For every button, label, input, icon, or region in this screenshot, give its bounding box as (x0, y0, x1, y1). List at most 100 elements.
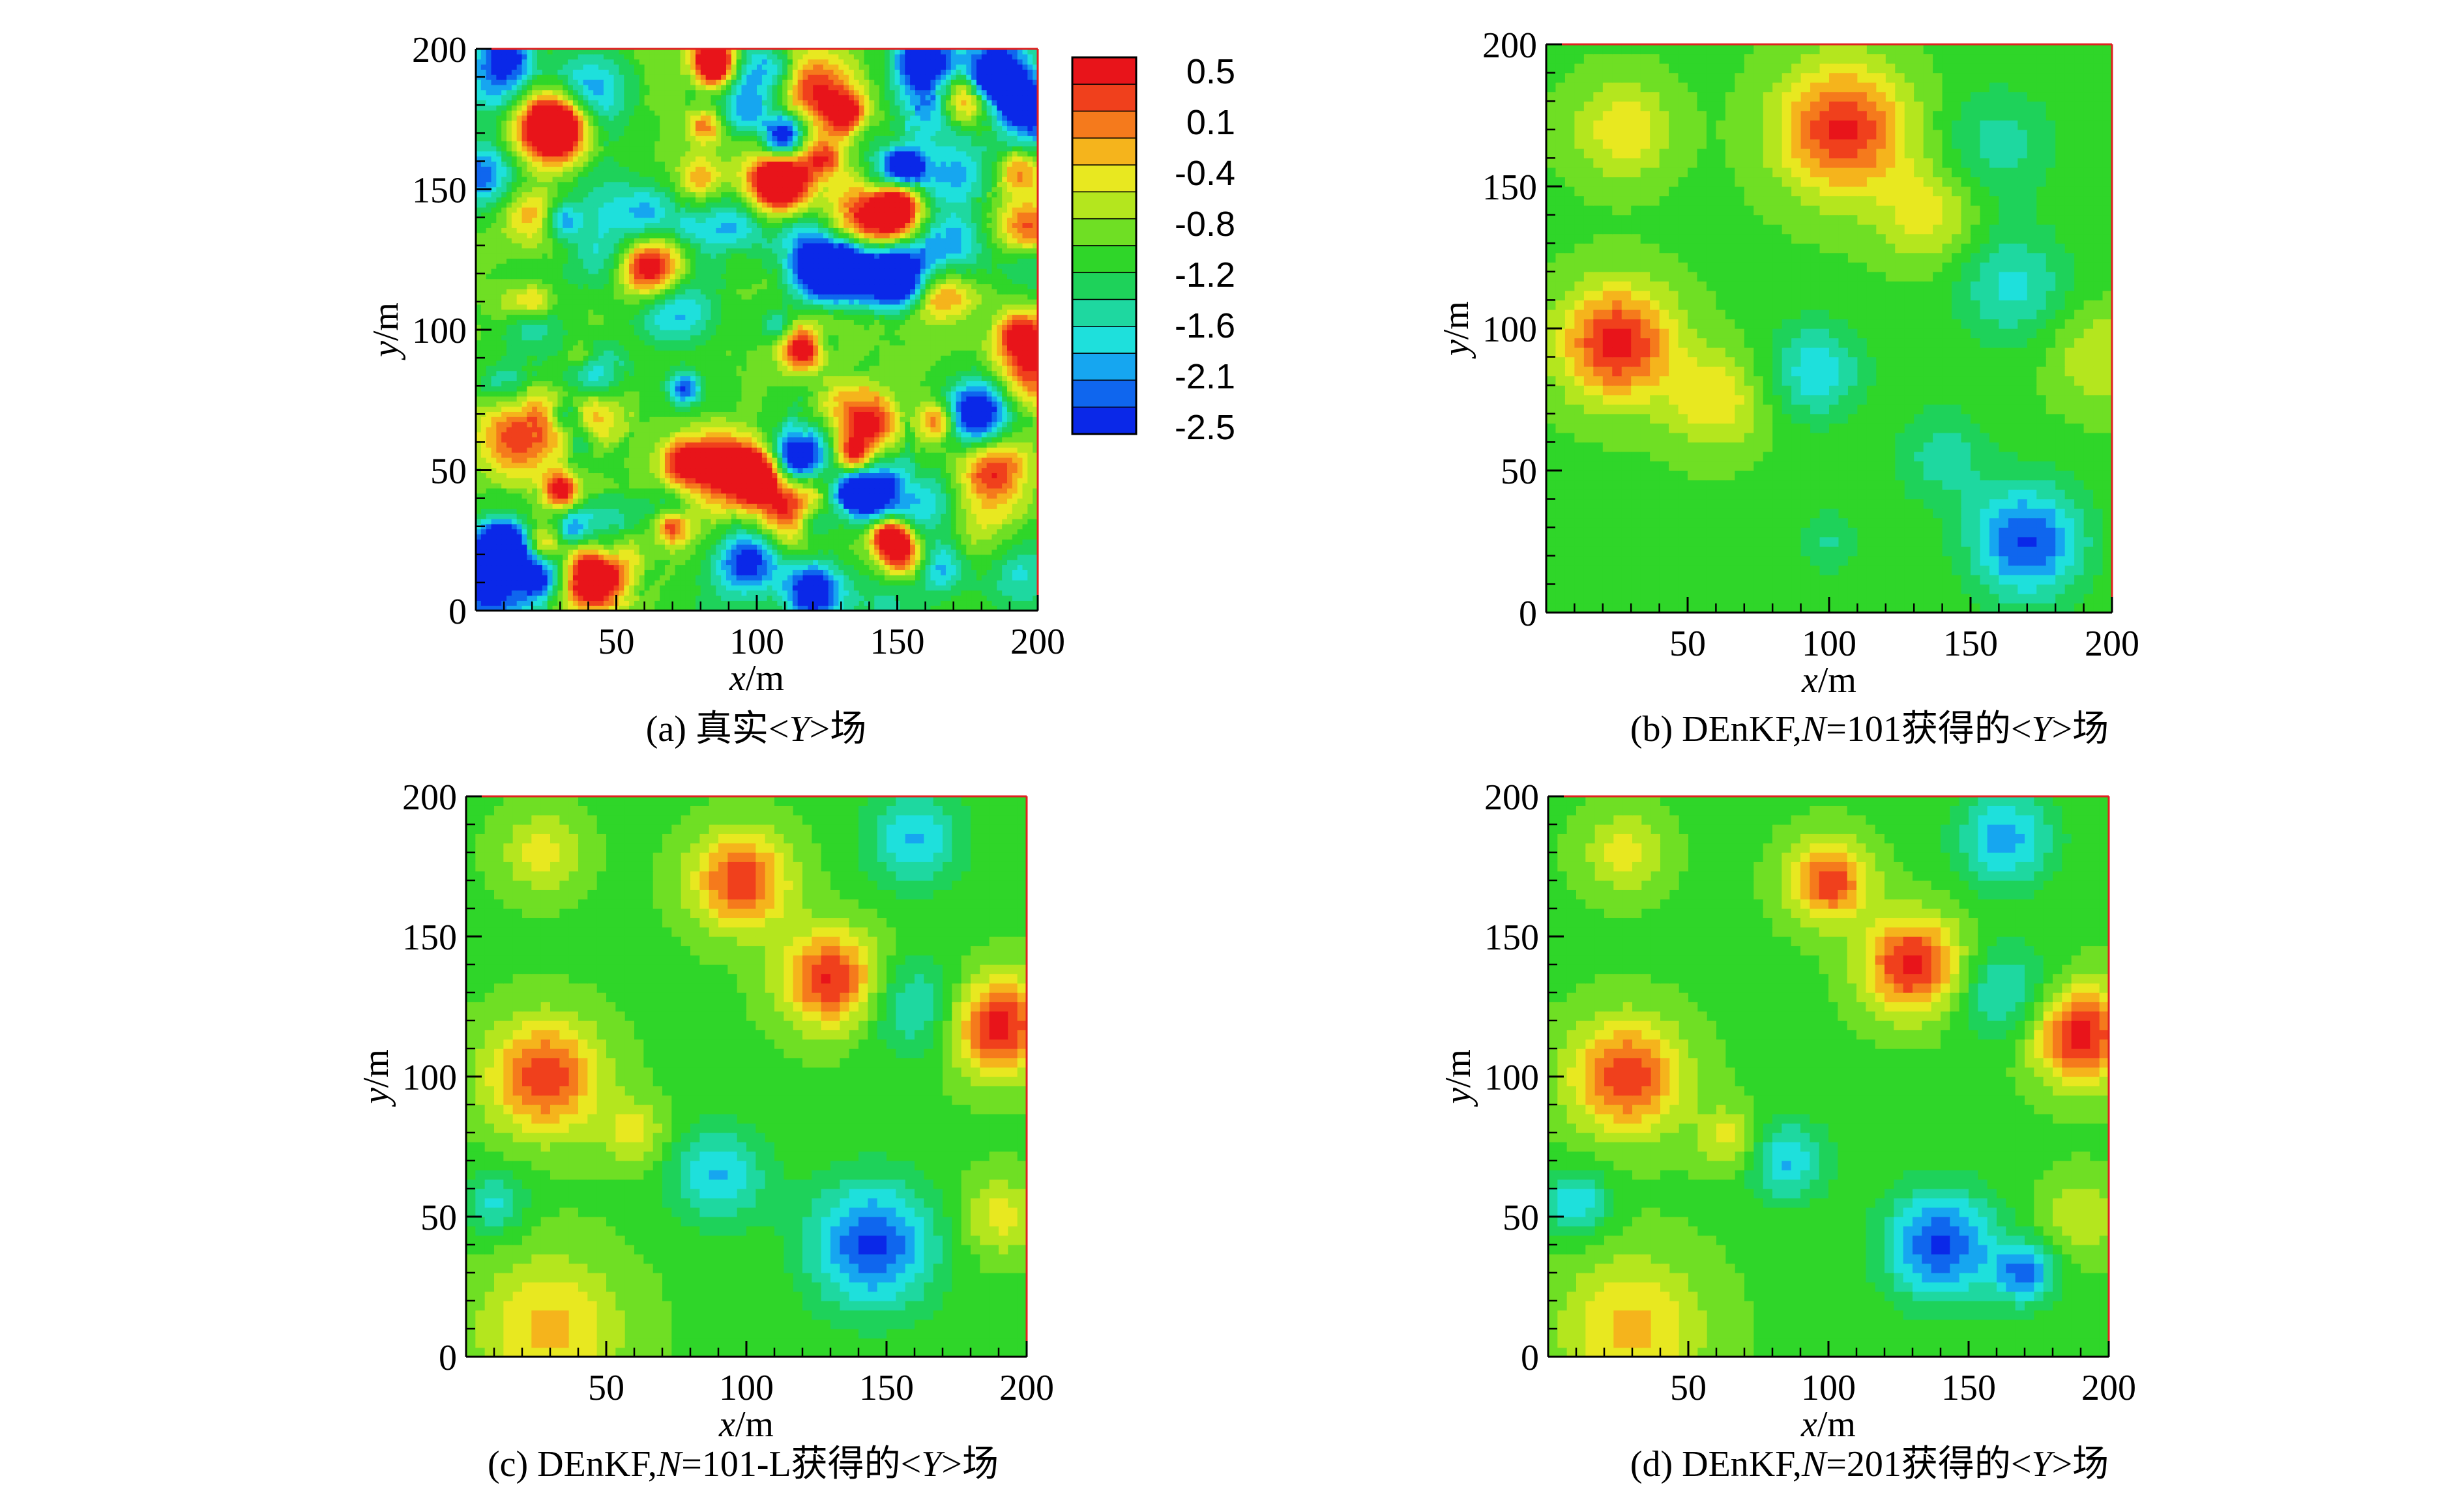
heatmap-cell (669, 523, 676, 530)
heatmap-cell (619, 401, 624, 407)
heatmap-cell (920, 518, 926, 525)
heatmap-cell (746, 508, 752, 514)
heatmap-cell (664, 518, 671, 525)
heatmap-cell (527, 478, 533, 484)
heatmap-cell (486, 431, 492, 438)
heatmap-cell (664, 528, 671, 535)
heatmap-cell (761, 579, 768, 586)
heatmap-cell (603, 411, 609, 417)
heatmap-cell (685, 422, 691, 427)
heatmap-cell (593, 575, 599, 581)
heatmap-cell (991, 539, 997, 545)
heatmap-cell (629, 514, 635, 519)
heatmap-cell (889, 416, 896, 422)
heatmap-cell (726, 422, 732, 427)
heatmap-cell (823, 422, 829, 427)
heatmap-cell (777, 483, 783, 489)
heatmap-cell (1002, 579, 1008, 586)
heatmap-cell (716, 493, 722, 499)
heatmap-cell (772, 457, 778, 463)
heatmap-cell (843, 442, 849, 448)
heatmap-cell (991, 493, 997, 499)
heatmap-cell (981, 498, 988, 504)
heatmap-cell (808, 396, 814, 402)
heatmap-cell (649, 487, 655, 494)
heatmap-cell (506, 528, 512, 535)
heatmap-cell (925, 503, 931, 509)
heatmap-cell (752, 462, 757, 469)
heatmap-cell (991, 579, 997, 586)
heatmap-cell (945, 554, 952, 560)
heatmap-cell (716, 570, 722, 575)
heatmap-cell (741, 401, 747, 407)
heatmap-cell (782, 442, 788, 448)
heatmap-cell (767, 514, 773, 519)
heatmap-cell (874, 396, 880, 402)
heatmap-cell (818, 406, 824, 412)
heatmap-cell (1027, 381, 1033, 386)
heatmap-cell (476, 534, 482, 540)
heatmap-cell (900, 585, 905, 591)
heatmap-cell (572, 483, 579, 489)
heatmap-cell (695, 528, 701, 535)
heatmap-cell (700, 462, 707, 469)
heatmap-cell (578, 426, 584, 433)
heatmap-cell (950, 472, 957, 478)
heatmap-cell (823, 487, 829, 494)
heatmap-cell (578, 381, 584, 386)
heatmap-cell (649, 508, 655, 514)
heatmap-cell (889, 487, 896, 494)
heatmap-cell (1012, 579, 1018, 586)
heatmap-cell (879, 605, 885, 611)
heatmap-cell (843, 579, 849, 586)
heatmap-cell (603, 518, 609, 525)
heatmap-cell (782, 478, 788, 484)
heatmap-cell (669, 478, 676, 484)
heatmap-cell (690, 564, 696, 570)
heatmap-cell (511, 457, 518, 463)
heatmap-cell (787, 411, 793, 417)
heatmap-cell (1012, 493, 1018, 499)
heatmap-cell (557, 386, 563, 392)
heatmap-cell (685, 570, 691, 575)
heatmap-cell (629, 462, 635, 469)
heatmap-cell (843, 564, 849, 570)
heatmap-cell (858, 391, 865, 397)
heatmap-cell (716, 539, 722, 545)
heatmap-cell (593, 498, 599, 504)
heatmap-cell (802, 570, 808, 575)
heatmap-cell (741, 559, 747, 566)
heatmap-cell (941, 600, 946, 606)
heatmap-cell (521, 508, 527, 514)
heatmap-cell (746, 549, 752, 555)
heatmap-cell (752, 544, 757, 550)
heatmap-cell (997, 570, 1003, 575)
heatmap-cell (843, 514, 849, 519)
heatmap-cell (711, 386, 716, 392)
heatmap-cell (930, 416, 936, 422)
heatmap-cell (654, 493, 660, 499)
heatmap-cell (782, 585, 788, 591)
heatmap-cell (925, 564, 931, 570)
heatmap-cell (675, 544, 681, 550)
heatmap-cell (644, 442, 651, 448)
heatmap-cell (705, 457, 712, 463)
heatmap-cell (741, 381, 747, 386)
heatmap-cell (935, 575, 941, 581)
heatmap-cell (894, 518, 901, 525)
heatmap-cell (1002, 559, 1008, 566)
heatmap-cell (726, 514, 732, 519)
heatmap-cell (843, 411, 849, 417)
heatmap-cell (741, 595, 747, 601)
heatmap-cell (828, 401, 834, 407)
heatmap-cell (971, 462, 977, 469)
heatmap-cell (598, 498, 604, 504)
heatmap-cell (813, 600, 819, 606)
heatmap-cell (690, 493, 696, 499)
heatmap-cell (619, 579, 624, 586)
heatmap-cell (849, 595, 855, 601)
heatmap-cell (496, 503, 502, 509)
heatmap-cell (1017, 483, 1023, 489)
heatmap-cell (1022, 437, 1028, 442)
heatmap-cell (879, 442, 885, 448)
